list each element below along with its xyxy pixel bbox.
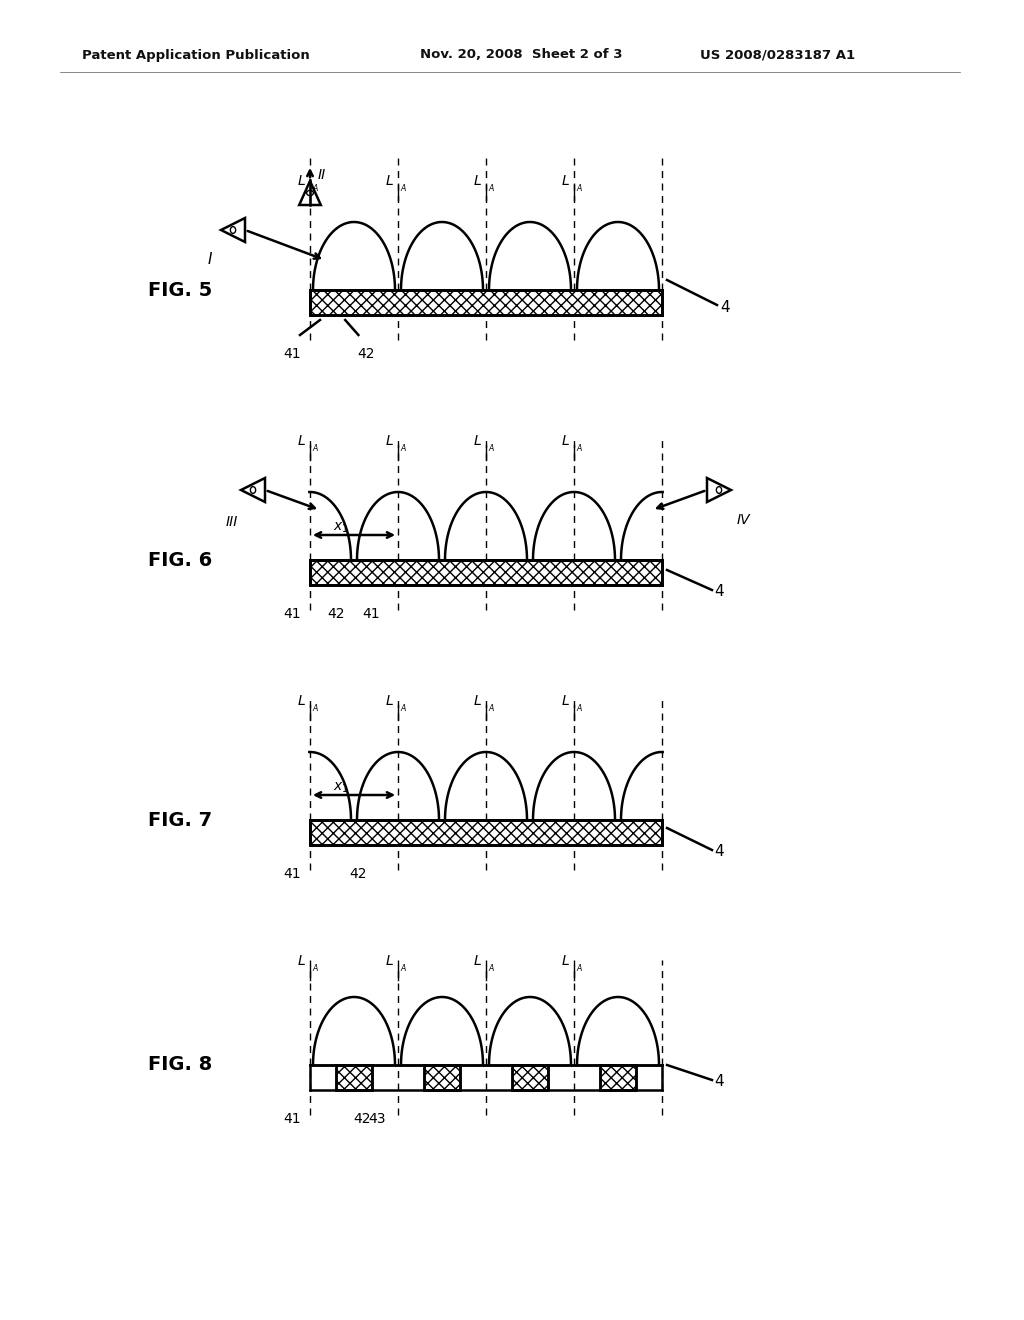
Text: $\mathit{L}$: $\mathit{L}$ [473,954,482,968]
Text: I: I [208,252,212,268]
Text: 42: 42 [328,607,345,620]
Bar [336,1065,373,1090]
Text: $\mathit{L}$: $\mathit{L}$ [561,174,570,187]
Text: 43: 43 [369,1111,386,1126]
Bar [424,1065,461,1090]
Text: $_A$: $_A$ [488,702,496,715]
Bar [599,1065,637,1090]
Text: 4: 4 [714,585,724,599]
Bar [310,1065,662,1090]
Bar [310,820,662,845]
Text: $_A$: $_A$ [312,702,319,715]
Text: $_A$: $_A$ [575,182,584,195]
Text: 41: 41 [362,607,380,620]
Text: $_A$: $_A$ [488,182,496,195]
Text: 41: 41 [284,347,301,360]
Text: 41: 41 [284,607,301,620]
Text: FIG. 8: FIG. 8 [148,1056,212,1074]
Text: $_A$: $_A$ [312,442,319,455]
Text: $\mathit{L}$: $\mathit{L}$ [385,174,394,187]
Text: 42: 42 [353,1111,371,1126]
Text: $_A$: $_A$ [575,702,584,715]
Text: $_A$: $_A$ [400,962,408,975]
Text: $_A$: $_A$ [400,442,408,455]
Bar [424,1065,461,1090]
Text: III: III [226,515,239,529]
Bar [310,820,662,845]
Bar [512,1065,549,1090]
Text: FIG. 7: FIG. 7 [148,810,212,829]
Bar [336,1065,373,1090]
Text: 42: 42 [349,867,368,880]
Text: $\mathit{L}$: $\mathit{L}$ [473,174,482,187]
Text: FIG. 5: FIG. 5 [148,281,212,300]
Text: $\mathit{L}$: $\mathit{L}$ [473,434,482,447]
Text: $_A$: $_A$ [488,962,496,975]
Text: 4: 4 [714,1074,724,1089]
Text: 4: 4 [714,845,724,859]
Text: $\mathit{L}$: $\mathit{L}$ [473,694,482,708]
Text: II: II [318,168,327,182]
Text: $\mathit{L}$: $\mathit{L}$ [297,954,306,968]
Text: $\mathit{L}$: $\mathit{L}$ [561,954,570,968]
Text: $\mathit{L}$: $\mathit{L}$ [297,694,306,708]
Bar [310,290,662,315]
Text: $_A$: $_A$ [400,702,408,715]
Text: $x_1$: $x_1$ [333,781,349,796]
Text: 41: 41 [284,867,301,880]
Bar [310,560,662,585]
Text: $\mathit{L}$: $\mathit{L}$ [385,954,394,968]
Text: $\mathit{L}$: $\mathit{L}$ [297,174,306,187]
Bar [599,1065,637,1090]
Text: Patent Application Publication: Patent Application Publication [82,49,309,62]
Text: Nov. 20, 2008  Sheet 2 of 3: Nov. 20, 2008 Sheet 2 of 3 [420,49,623,62]
Bar [310,560,662,585]
Text: 41: 41 [284,1111,301,1126]
Text: $\mathit{L}$: $\mathit{L}$ [561,694,570,708]
Text: $\mathit{L}$: $\mathit{L}$ [561,434,570,447]
Text: $\mathit{L}$: $\mathit{L}$ [385,434,394,447]
Bar [310,290,662,315]
Text: FIG. 6: FIG. 6 [148,550,212,569]
Text: $_A$: $_A$ [575,962,584,975]
Text: $_A$: $_A$ [312,962,319,975]
Text: $\mathit{L}$: $\mathit{L}$ [385,694,394,708]
Text: $x_1$: $x_1$ [333,521,349,536]
Text: $_A$: $_A$ [575,442,584,455]
Text: 42: 42 [357,347,375,360]
Text: $\mathit{L}$: $\mathit{L}$ [297,434,306,447]
Text: US 2008/0283187 A1: US 2008/0283187 A1 [700,49,855,62]
Text: $_A$: $_A$ [400,182,408,195]
Text: $_A$: $_A$ [312,182,319,195]
Text: IV: IV [737,513,751,527]
Text: 4: 4 [720,300,730,314]
Text: $_A$: $_A$ [488,442,496,455]
Bar [512,1065,549,1090]
